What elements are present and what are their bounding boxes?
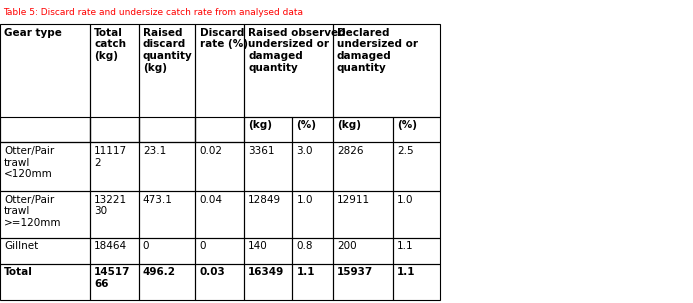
Text: Declared
undersized or
damaged
quantity: Declared undersized or damaged quantity	[337, 28, 418, 73]
Text: Raised observed
undersized or
damaged
quantity: Raised observed undersized or damaged qu…	[248, 28, 346, 73]
Text: Table 5: Discard rate and undersize catch rate from analysed data: Table 5: Discard rate and undersize catc…	[3, 8, 304, 18]
Text: 13221
30: 13221 30	[94, 195, 128, 216]
Text: (kg): (kg)	[337, 120, 361, 130]
Text: Discard
rate (%): Discard rate (%)	[200, 28, 247, 49]
Text: 0: 0	[200, 241, 206, 251]
Text: 2.5: 2.5	[397, 146, 414, 156]
Text: Raised
discard
quantity
(kg): Raised discard quantity (kg)	[143, 28, 193, 73]
Text: 15937: 15937	[337, 267, 373, 277]
Text: (%): (%)	[297, 120, 317, 130]
Text: 2826: 2826	[337, 146, 363, 156]
Text: (%): (%)	[397, 120, 417, 130]
Text: Total
catch
(kg): Total catch (kg)	[94, 28, 126, 61]
Text: 1.0: 1.0	[297, 195, 313, 205]
Text: 140: 140	[248, 241, 267, 251]
Text: 18464: 18464	[94, 241, 128, 251]
Text: 3.0: 3.0	[297, 146, 313, 156]
Text: 12911: 12911	[337, 195, 370, 205]
Text: 496.2: 496.2	[143, 267, 176, 277]
Text: (kg): (kg)	[248, 120, 272, 130]
Text: 14517
66: 14517 66	[94, 267, 131, 289]
Text: 1.1: 1.1	[397, 241, 414, 251]
Text: 1.1: 1.1	[397, 267, 416, 277]
Text: Otter/Pair
trawl
>=120mm: Otter/Pair trawl >=120mm	[4, 195, 62, 228]
Text: Gear type: Gear type	[4, 28, 62, 38]
Text: Gillnet: Gillnet	[4, 241, 38, 251]
Text: 23.1: 23.1	[143, 146, 166, 156]
Text: 0.04: 0.04	[200, 195, 222, 205]
Text: 1.0: 1.0	[397, 195, 414, 205]
Text: 0.03: 0.03	[200, 267, 225, 277]
Text: Total: Total	[4, 267, 33, 277]
Text: 0.02: 0.02	[200, 146, 222, 156]
Text: Otter/Pair
trawl
<120mm: Otter/Pair trawl <120mm	[4, 146, 55, 179]
Text: 11117
2: 11117 2	[94, 146, 128, 168]
Text: 12849: 12849	[248, 195, 281, 205]
Text: 200: 200	[337, 241, 356, 251]
Text: 1.1: 1.1	[297, 267, 315, 277]
Text: 0.8: 0.8	[297, 241, 313, 251]
Text: 16349: 16349	[248, 267, 284, 277]
Text: 0: 0	[143, 241, 149, 251]
Text: 473.1: 473.1	[143, 195, 173, 205]
Text: 3361: 3361	[248, 146, 274, 156]
